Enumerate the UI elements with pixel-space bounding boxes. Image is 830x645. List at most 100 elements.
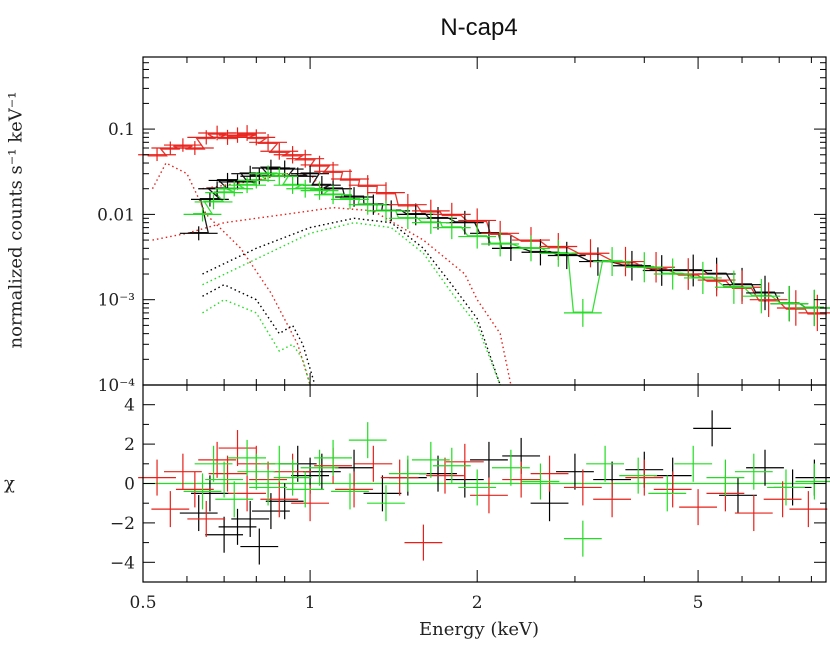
data-point (432, 216, 471, 240)
data-point (571, 239, 610, 268)
residual-point (191, 475, 229, 512)
chi-tick-label: −2 (110, 514, 135, 534)
data-point (228, 125, 266, 141)
residual-point (179, 495, 218, 532)
model-component-curve (202, 217, 501, 386)
data-point (539, 239, 578, 267)
y-tick-label: 0.1 (108, 120, 135, 140)
data-point (335, 187, 373, 207)
data-point (175, 141, 214, 155)
residual-point (586, 445, 625, 482)
data-point (458, 224, 497, 249)
residual-point (556, 453, 594, 490)
residual-point (530, 455, 569, 492)
data-point (314, 185, 352, 205)
data-point (742, 279, 781, 314)
data-point (163, 138, 202, 152)
residual-point (674, 445, 713, 482)
model-component-curve (202, 298, 311, 386)
model-component-curve (202, 221, 501, 386)
residual-point (163, 453, 202, 490)
data-point (746, 275, 784, 311)
data-point (179, 226, 218, 241)
data-point (674, 254, 713, 287)
residual-point (205, 461, 244, 498)
data-point (481, 231, 520, 257)
data-point (714, 270, 753, 304)
x-tick-label: 2 (472, 593, 483, 613)
residual-point (151, 491, 190, 528)
residual-point (367, 485, 405, 522)
residual-point (218, 430, 257, 467)
residual-point (175, 471, 214, 508)
data-point (218, 127, 257, 143)
residual-axis-label: χ (4, 473, 15, 494)
data-point (249, 165, 287, 182)
residual-point (734, 453, 773, 490)
data-point (367, 182, 405, 203)
data-point (593, 247, 632, 277)
residual-point (458, 469, 497, 506)
chart-title: N-cap4 (440, 14, 518, 41)
data-point (547, 241, 586, 270)
data-point (331, 189, 369, 210)
residual-point (300, 449, 339, 486)
residual-point (231, 500, 270, 537)
residual-point (491, 449, 530, 486)
residual-point (593, 481, 632, 518)
residual-point (426, 457, 464, 494)
data-point (396, 203, 435, 226)
model-component-curve (151, 162, 311, 386)
data-point (697, 263, 736, 297)
residual-point (363, 475, 402, 512)
residual-point (205, 516, 244, 553)
residual-point (265, 483, 304, 520)
chi-tick-label: 2 (124, 435, 135, 455)
y-tick-label: 10⁻⁴ (98, 376, 136, 396)
residual-point (719, 477, 757, 514)
residual-point (260, 445, 299, 482)
chi-tick-label: 0 (124, 475, 135, 495)
residual-point (746, 449, 784, 486)
residual-point (563, 520, 602, 557)
residual-point (789, 491, 828, 528)
residual-point (470, 477, 508, 514)
residual-point (502, 461, 541, 498)
residual-point (767, 469, 805, 506)
data-point (563, 298, 602, 327)
residual-point (380, 459, 419, 496)
residual-point (286, 471, 325, 508)
data-point (237, 172, 276, 189)
residual-point (521, 463, 560, 500)
x-tick-label: 5 (693, 593, 704, 613)
x-tick-label: 1 (305, 593, 316, 613)
residual-point (183, 473, 222, 510)
data-point (260, 167, 299, 185)
chi-tick-label: 4 (124, 396, 135, 416)
residual-point (388, 455, 427, 492)
model-line (193, 172, 824, 313)
residual-point (215, 481, 254, 518)
model-component-curve (202, 283, 316, 386)
data-point (625, 252, 664, 283)
data-point (314, 161, 352, 181)
residual-point (237, 453, 276, 490)
data-point (348, 175, 387, 196)
residual-point (208, 455, 247, 492)
residual-point (653, 471, 692, 508)
data-point (194, 194, 233, 210)
residual-point (679, 489, 717, 526)
model-component-curve (152, 206, 512, 386)
residual-point (563, 469, 602, 506)
residual-point (795, 459, 830, 496)
residual-point (335, 471, 373, 508)
residual-point (331, 473, 369, 510)
data-point (653, 258, 692, 290)
residual-point (348, 422, 387, 459)
data-point (260, 142, 299, 160)
chi-tick-label: −4 (110, 553, 135, 573)
residual-point (138, 459, 176, 496)
residual-point (404, 524, 443, 561)
residual-point (693, 410, 732, 447)
